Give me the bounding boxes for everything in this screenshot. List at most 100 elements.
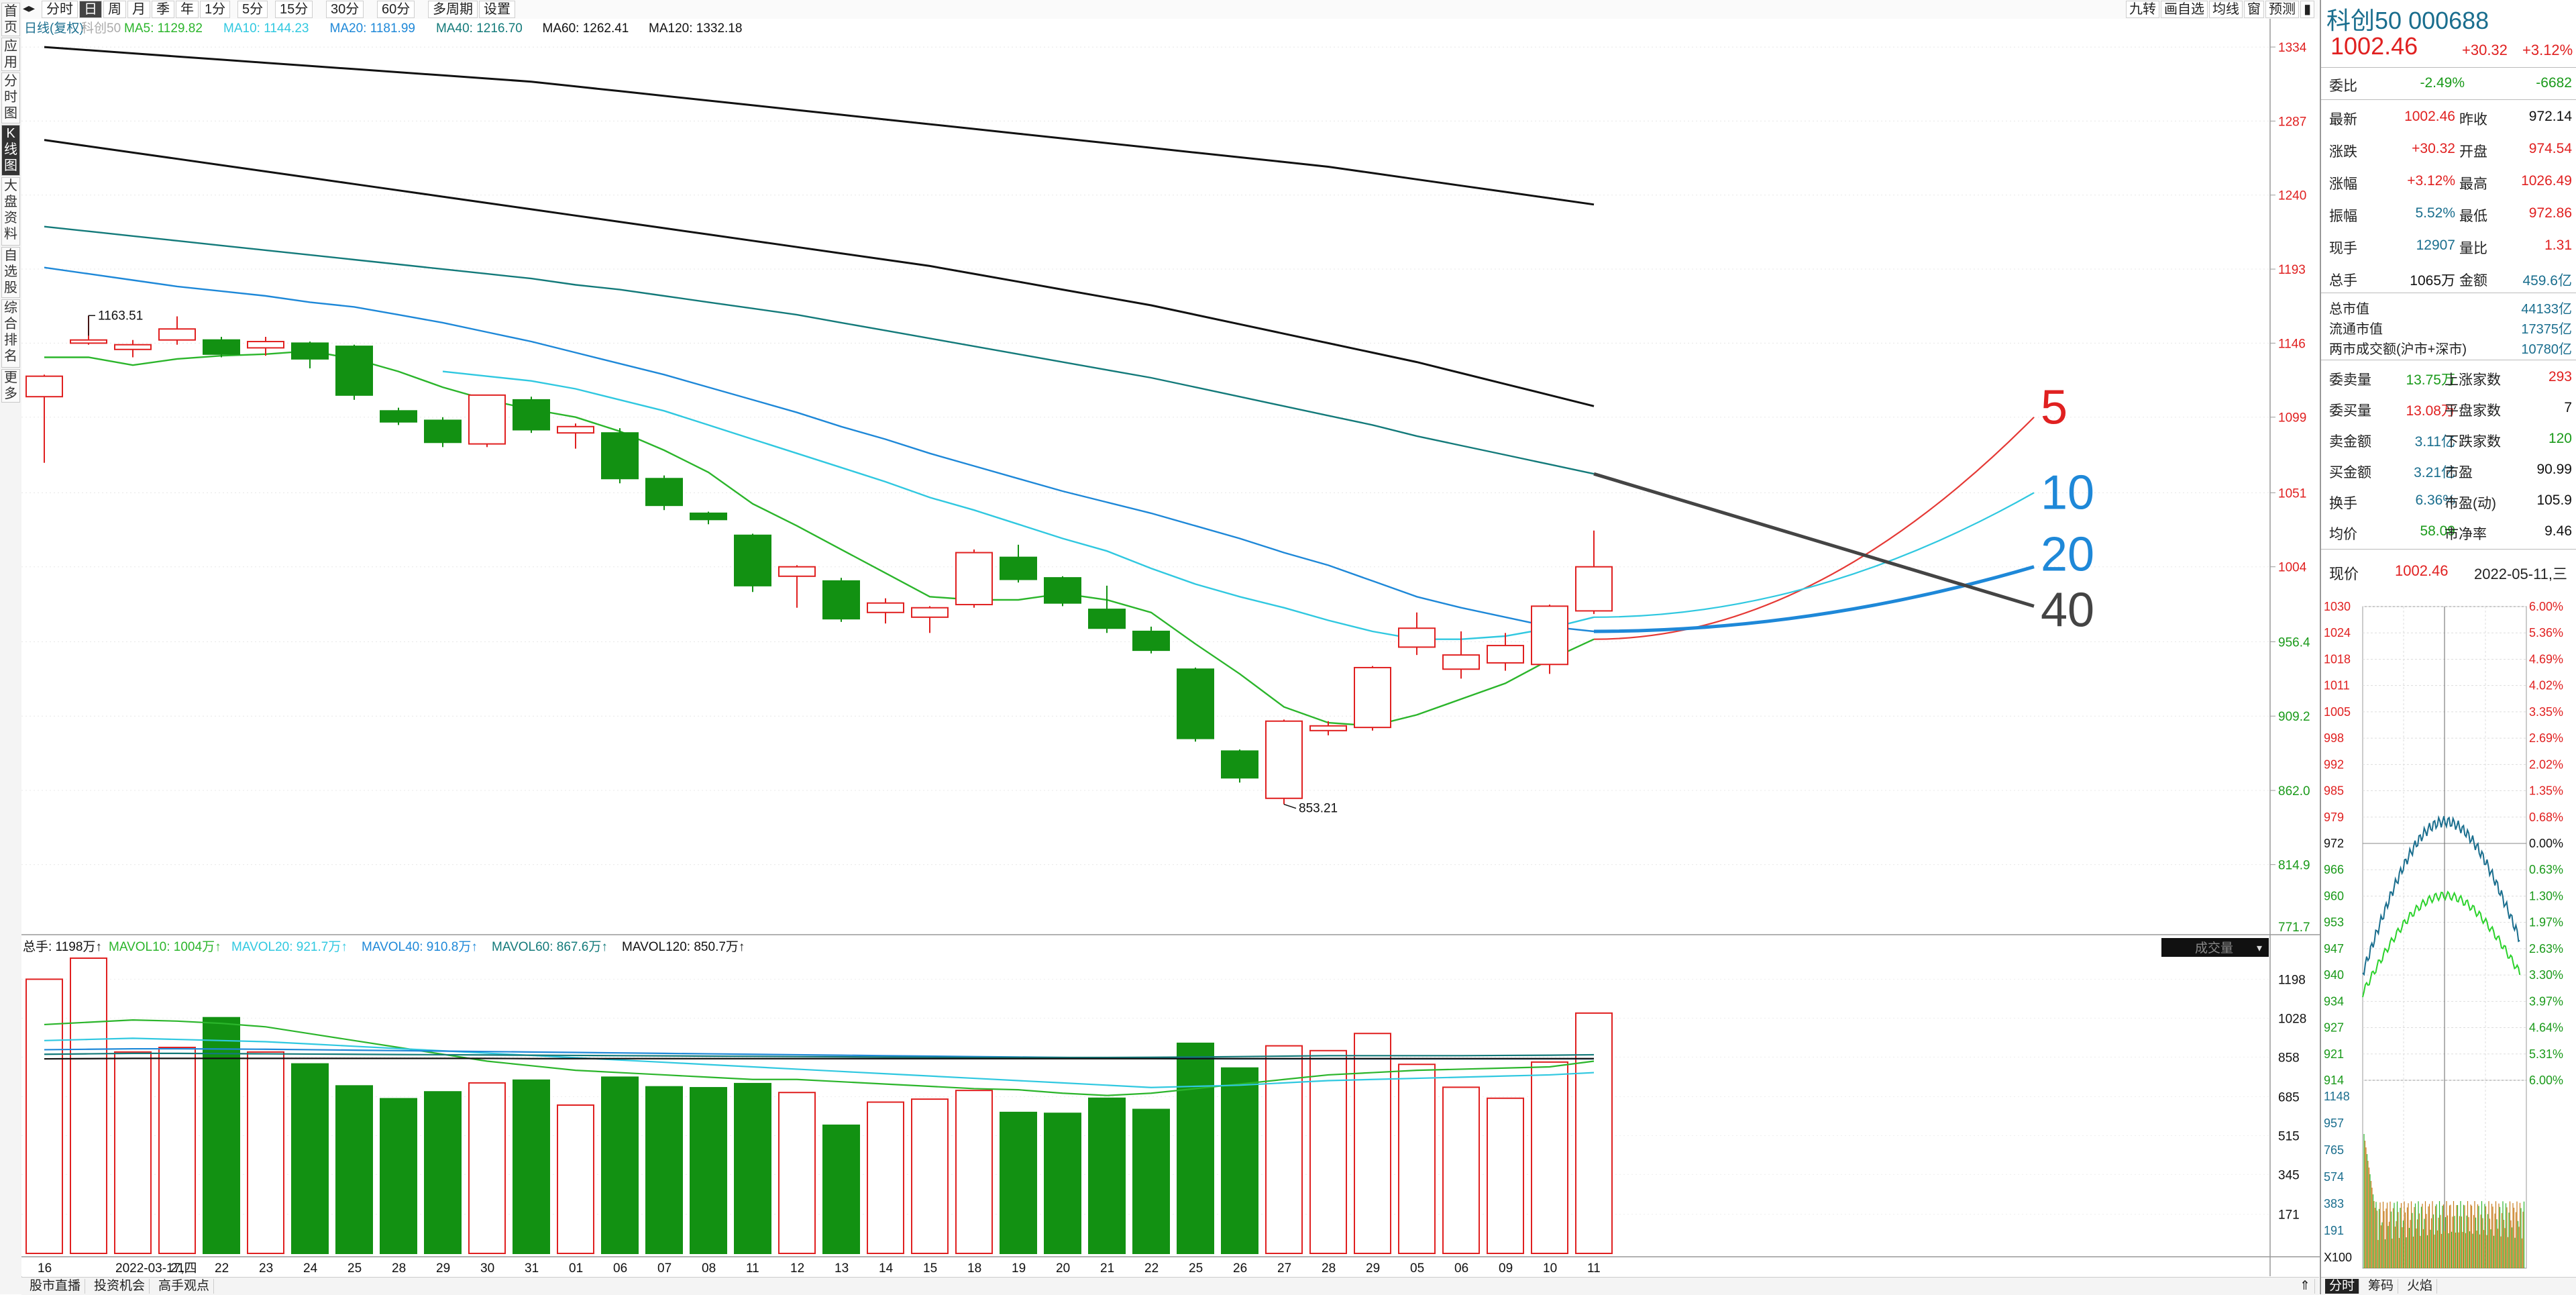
volume-bar[interactable] <box>1265 1045 1303 1254</box>
candle[interactable] <box>690 511 727 525</box>
bottom-tab-0[interactable]: 股市直播 <box>25 1279 86 1294</box>
candle[interactable] <box>1531 605 1568 674</box>
tool-button-1[interactable]: 窗 <box>2244 1 2264 18</box>
volume-bar[interactable] <box>645 1086 683 1255</box>
volume-bar[interactable] <box>1000 1111 1037 1254</box>
candle[interactable] <box>380 407 417 425</box>
candle[interactable] <box>867 598 904 624</box>
volume-bar[interactable] <box>1221 1067 1258 1255</box>
candle[interactable] <box>1575 530 1613 615</box>
volume-bar[interactable] <box>1088 1097 1126 1254</box>
candle[interactable] <box>1354 666 1391 731</box>
nav-item-6[interactable]: 综合排名 <box>1 299 20 368</box>
period-tab-9[interactable]: 30分 <box>326 1 364 18</box>
candle[interactable] <box>1000 544 1037 583</box>
volume-bar[interactable] <box>867 1101 904 1254</box>
volume-bar[interactable] <box>911 1098 949 1254</box>
nav-item-7[interactable]: 更多 <box>1 369 20 403</box>
candle[interactable] <box>1088 585 1126 633</box>
bottom-tab-1[interactable]: 投资机会 <box>90 1279 150 1294</box>
intraday-mini-chart[interactable]: 1030 6.00% 1024 5.36% 1018 4.69% 1011 4.02% 1005… <box>2321 597 2576 1275</box>
candle[interactable] <box>955 549 993 608</box>
volume-bar[interactable] <box>70 957 107 1254</box>
volume-bar[interactable] <box>1132 1108 1170 1255</box>
period-tab-1[interactable]: 日 <box>79 1 102 18</box>
period-tab-0[interactable]: 分时 <box>42 1 78 18</box>
candle[interactable] <box>335 344 373 400</box>
candle[interactable] <box>822 578 860 622</box>
volume-bar[interactable] <box>1398 1064 1436 1254</box>
period-tab-12[interactable]: 设置 <box>479 1 515 18</box>
mini-tab-2[interactable]: 火焰 <box>2403 1279 2438 1294</box>
volume-bar[interactable] <box>247 1051 284 1254</box>
period-tab-11[interactable]: 多周期 <box>428 1 478 18</box>
candle[interactable] <box>911 606 949 633</box>
volume-bar[interactable] <box>424 1091 462 1255</box>
volume-bar[interactable] <box>601 1076 639 1255</box>
tool-button-0[interactable]: 预测 <box>2265 1 2299 18</box>
volume-bar[interactable] <box>1442 1086 1480 1254</box>
volume-bar[interactable] <box>822 1124 860 1254</box>
period-tab-8[interactable]: 15分 <box>275 1 313 18</box>
volume-bar[interactable] <box>158 1047 196 1255</box>
candle[interactable] <box>1265 719 1303 805</box>
nav-item-3[interactable]: K线图 <box>1 125 20 176</box>
candle[interactable] <box>291 342 329 368</box>
volume-bar[interactable] <box>690 1087 727 1255</box>
candle[interactable] <box>1487 633 1524 671</box>
tool-button-4[interactable]: 九转 <box>2126 1 2159 18</box>
volume-badge-bg[interactable] <box>2161 938 2269 957</box>
candle[interactable] <box>1398 612 1436 656</box>
nav-item-1[interactable]: 应用 <box>1 38 20 71</box>
volume-bar[interactable] <box>1575 1012 1613 1254</box>
scroll-up-icon[interactable]: ⇑ <box>2296 1279 2315 1294</box>
nav-item-2[interactable]: 分时图 <box>1 72 20 123</box>
volume-bar[interactable] <box>291 1063 329 1255</box>
volume-bar[interactable] <box>203 1017 240 1254</box>
volume-bar[interactable] <box>380 1098 417 1255</box>
candle[interactable] <box>247 336 284 356</box>
period-tab-4[interactable]: 季 <box>152 1 174 18</box>
candle[interactable] <box>778 565 816 608</box>
candle[interactable] <box>734 533 771 592</box>
tool-button-2[interactable]: 均线 <box>2209 1 2243 18</box>
volume-bar[interactable] <box>1354 1033 1391 1254</box>
volume-bar[interactable] <box>1177 1042 1214 1254</box>
candle[interactable] <box>114 340 152 358</box>
nav-item-4[interactable]: 大盘资料 <box>1 177 20 246</box>
volume-bar[interactable] <box>955 1090 993 1255</box>
candle[interactable] <box>468 394 506 448</box>
candle[interactable] <box>1044 576 1081 607</box>
candle[interactable] <box>513 397 550 433</box>
period-tab-2[interactable]: 周 <box>103 1 126 18</box>
candle[interactable] <box>158 316 196 345</box>
volume-bar[interactable] <box>557 1104 594 1254</box>
period-tab-5[interactable]: 年 <box>176 1 199 18</box>
candle[interactable] <box>1221 749 1258 783</box>
period-tab-10[interactable]: 60分 <box>377 1 415 18</box>
toolbar-arrow-icon[interactable]: ◂▸ <box>23 1 36 15</box>
volume-bar[interactable] <box>25 978 63 1255</box>
period-tab-7[interactable]: 5分 <box>237 1 268 18</box>
candle[interactable] <box>1177 667 1214 742</box>
volume-bar[interactable] <box>513 1079 550 1254</box>
period-tab-3[interactable]: 月 <box>127 1 150 18</box>
candle[interactable] <box>25 374 63 463</box>
volume-bar[interactable] <box>468 1082 506 1254</box>
candle[interactable] <box>557 423 594 449</box>
volume-bar[interactable] <box>1309 1049 1347 1254</box>
volume-bar[interactable] <box>778 1092 816 1254</box>
mini-tab-0[interactable]: 分时 <box>2325 1279 2360 1294</box>
volume-bar[interactable] <box>114 1051 152 1254</box>
tool-button-3[interactable]: 画自选 <box>2161 1 2208 18</box>
nav-item-0[interactable]: 首页 <box>1 3 20 36</box>
period-tab-6[interactable]: 1分 <box>200 1 231 18</box>
volume-bar[interactable] <box>335 1085 373 1254</box>
candle[interactable] <box>203 336 240 358</box>
kline-chart[interactable]: 13341287124011931146109910511004956.4909… <box>21 19 2320 1276</box>
candle[interactable] <box>1309 721 1347 735</box>
candle[interactable] <box>1132 626 1170 654</box>
candle[interactable] <box>601 428 639 484</box>
volume-bar[interactable] <box>1531 1061 1568 1254</box>
candle[interactable] <box>424 417 462 448</box>
